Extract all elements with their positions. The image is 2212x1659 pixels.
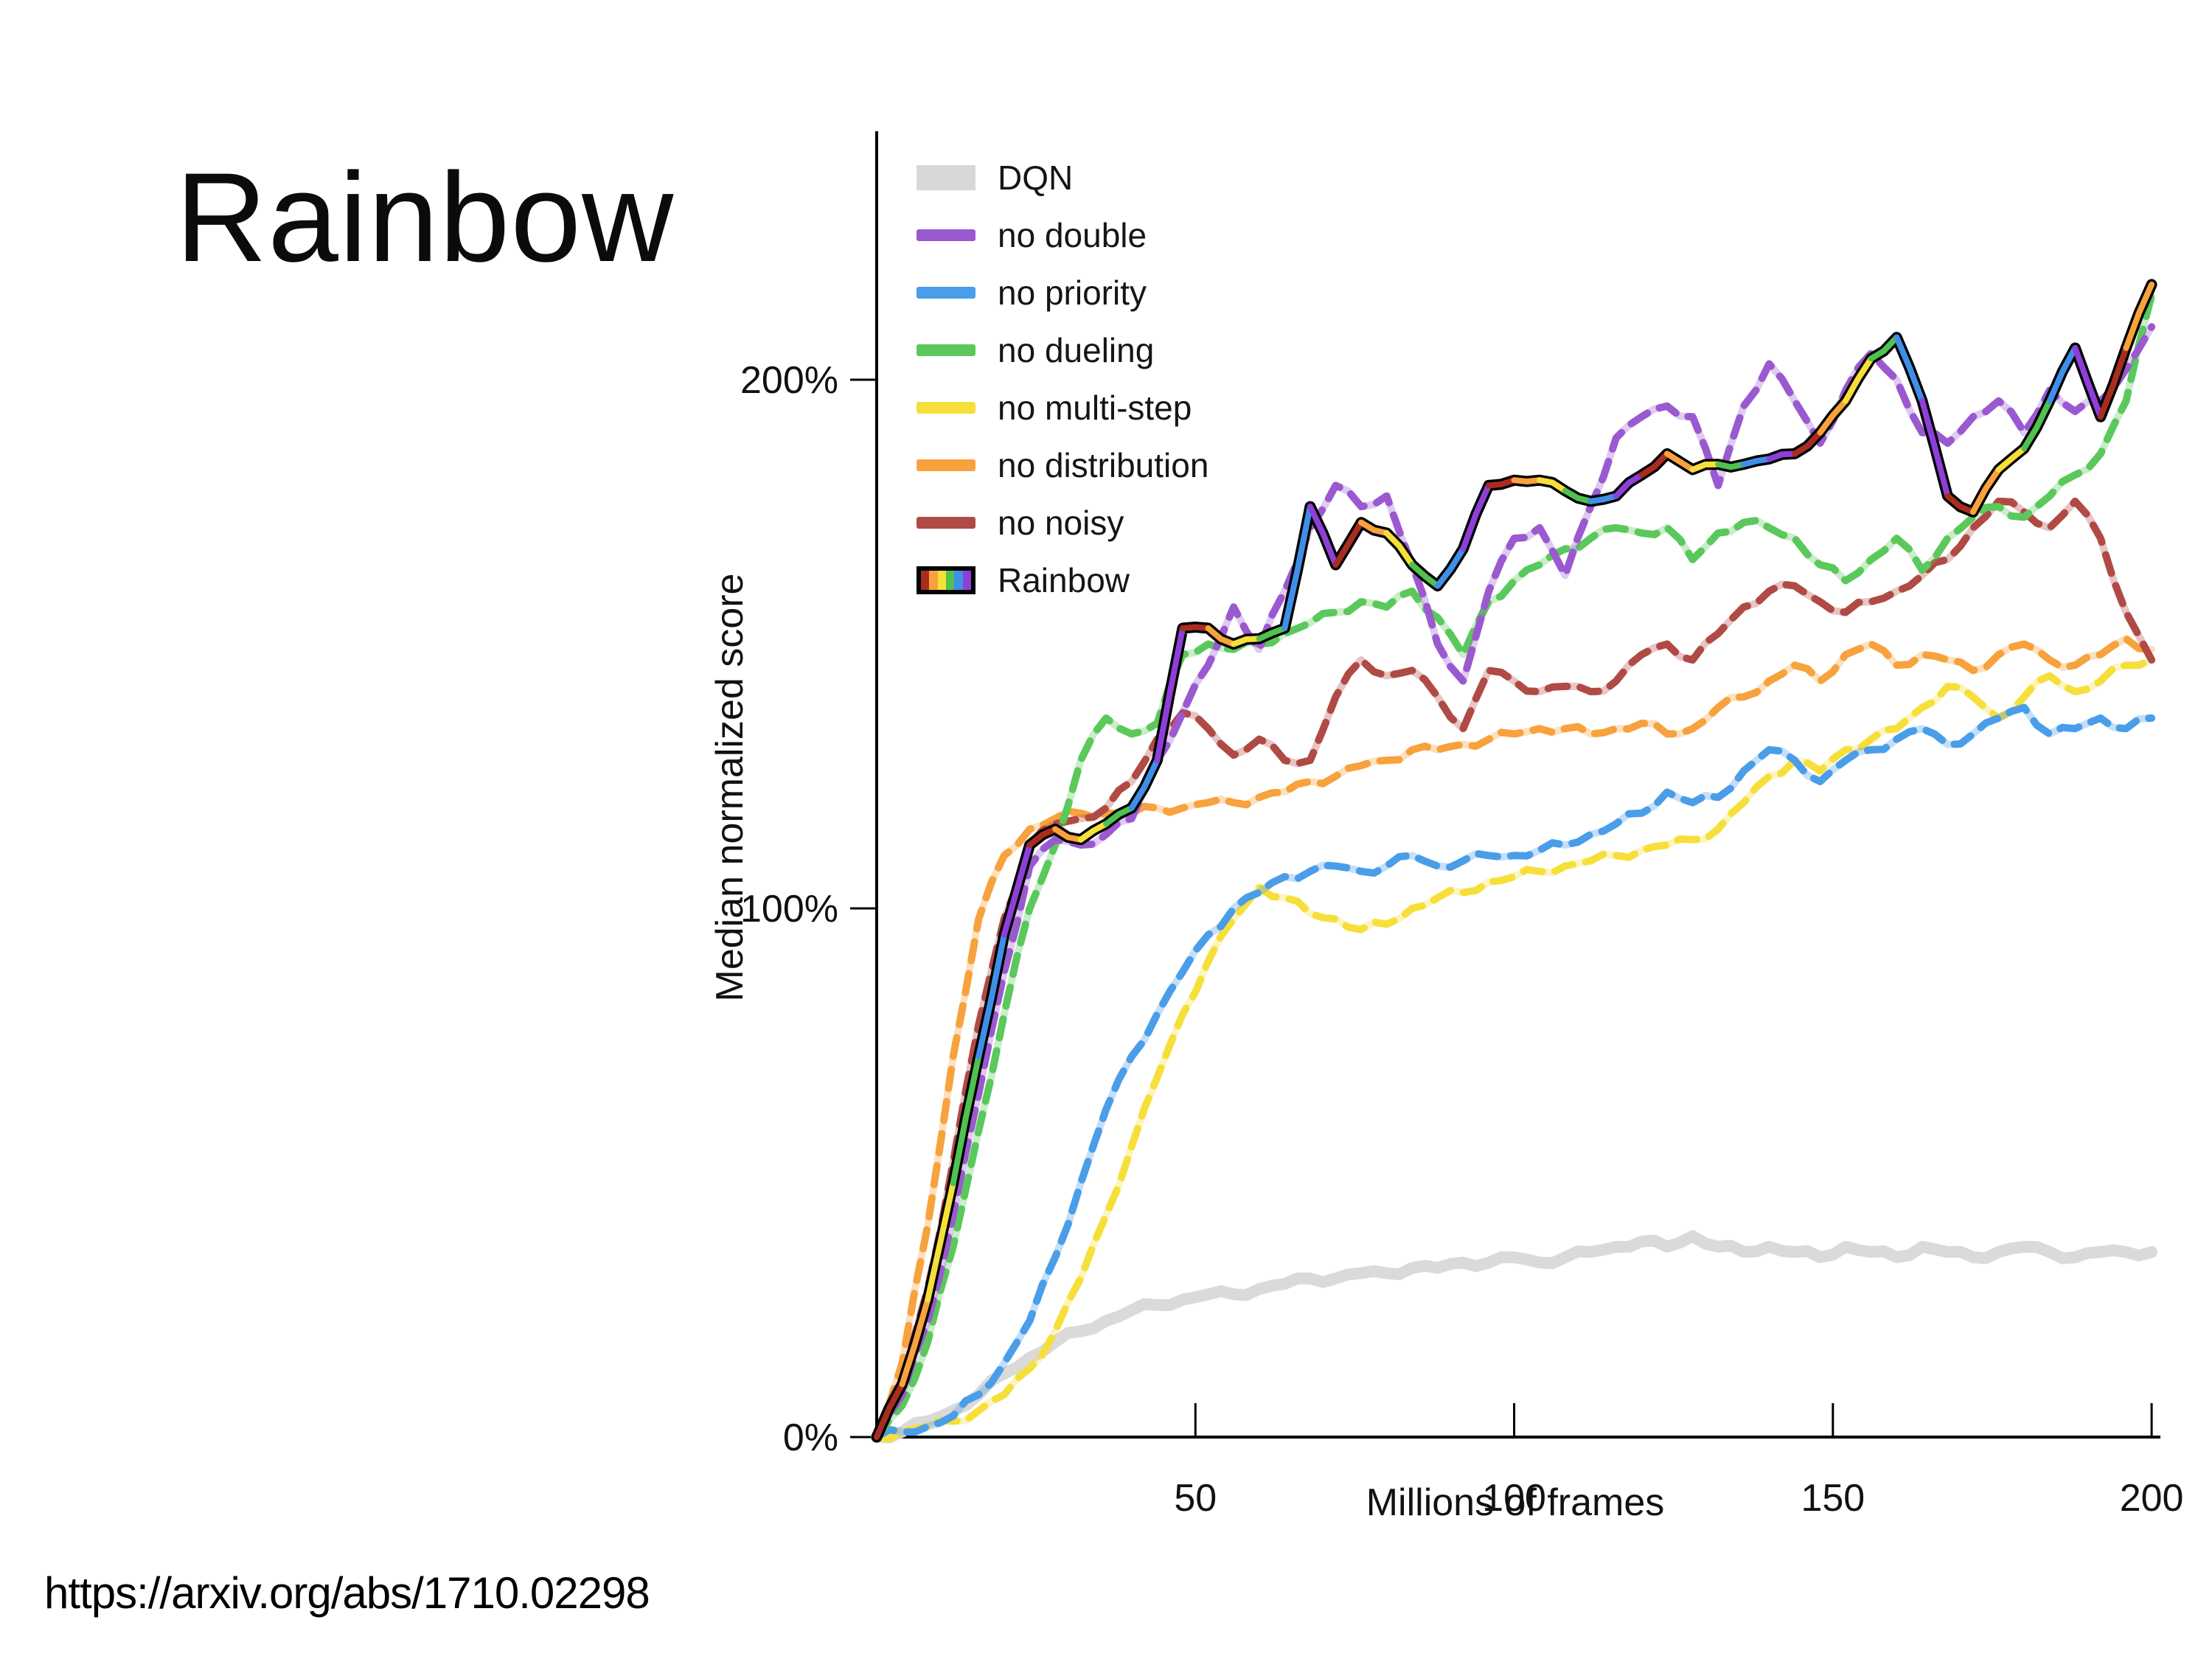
legend-item-rainbow: Rainbow [917,552,1208,609]
y-axis-label: Median normalized score [709,573,751,1002]
series-rainbow-segment [1128,757,1161,811]
legend-label: no dueling [998,331,1155,369]
y-tick-label: 0% [783,1416,838,1459]
series-rainbow-segment [1562,487,1594,504]
legend-item-no-distribution: no distribution [917,437,1208,494]
series-rainbow-segment [1843,355,1874,404]
series-rainbow-segment [1434,546,1467,589]
series-rainbow-segment [1766,451,1798,462]
series-rainbow-segment [1307,504,1339,568]
x-tick-label: 100 [1482,1477,1546,1520]
legend-item-no-double: no double [917,206,1208,264]
series-rainbow-segment [1919,397,1951,499]
series-no-multi-step-underlay [873,656,2156,1443]
legend-label: no priority [998,274,1147,312]
series-no-noisy [873,497,2156,1441]
legend-item-no-priority: no priority [917,264,1208,321]
slide-title: Rainbow [175,147,675,288]
series-rainbow-segment [975,931,1007,1060]
series-rainbow-segment [2072,345,2104,420]
legend-swatch-no-multi-step-icon [917,402,975,414]
series-rainbow-segment [1460,482,1492,552]
series-rainbow-segment [1715,461,1747,470]
series-rainbow-segment [1052,826,1084,843]
series-rainbow-segment [2021,397,2053,452]
series-rainbow-segment [1332,519,1365,568]
series-rainbow-segment [1613,472,1645,499]
series-no-multi-step [873,656,2156,1443]
series-rainbow-segment [1664,451,1696,473]
series-rainbow-segment [1205,625,1237,647]
series-rainbow-segment [1893,334,1925,404]
series-rainbow-segment [1740,456,1773,467]
series-rainbow-segment [1995,445,2028,473]
legend-swatch-no-dueling-icon [917,344,975,356]
legend-label: no multi-step [998,389,1192,427]
series-rainbow-segment [1409,562,1441,589]
legend-item-no-multi-step: no multi-step [917,379,1208,437]
series-no-distribution [873,635,2156,1441]
series-rainbow-segment [1944,493,1976,515]
series-no-priority [873,703,2156,1441]
series-rainbow-segment [1231,636,1262,647]
x-axis-label: Millions of frames [1366,1481,1665,1524]
series-no-double [873,323,2156,1441]
series-rainbow-segment [1486,477,1517,489]
series-rainbow-segment [1026,826,1059,848]
series-rainbow-segment [1638,451,1670,479]
series-rainbow-segment [1281,504,1313,631]
series-rainbow-segment [1817,397,1849,436]
legend-swatch-no-distribution-icon [917,459,975,471]
source-url: https://arxiv.org/abs/1710.02298 [44,1568,650,1618]
series-rainbow-segment [1103,804,1135,827]
series-rainbow-segment [1587,493,1619,504]
legend-item-no-noisy: no noisy [917,494,1208,552]
series-rainbow-segment [1256,625,1288,642]
legend-item-dqn: DQN [917,149,1208,206]
legend-swatch-no-double-icon [917,229,975,241]
chart-legend: DQN no double no priority no dueling no … [917,149,1208,609]
series-no-dueling [873,291,2156,1441]
legend-swatch-no-noisy-icon [917,517,975,529]
series-rainbow-segment [1689,461,1722,473]
series-rainbow-segment [1180,624,1211,631]
legend-swatch-dqn-icon [917,165,975,190]
series-dqn [871,1230,2158,1444]
y-tick-label: 100% [740,888,838,931]
legend-label: no noisy [998,504,1124,542]
x-tick-label: 150 [1801,1477,1865,1520]
series-rainbow-segment [1077,821,1110,843]
series-rainbow-segment [2097,345,2129,420]
series-rainbow-segment [2046,345,2079,404]
series-rainbow-segment [1868,334,1900,362]
legend-label: no double [998,216,1147,254]
series-rainbow-segment [925,1180,956,1303]
series-rainbow-segment [1970,466,2002,515]
series-rainbow-segment [874,1381,905,1440]
legend-item-no-dueling: no dueling [917,321,1208,379]
legend-label: DQN [998,159,1074,197]
x-tick-label: 200 [2120,1477,2184,1520]
legend-swatch-no-priority-icon [917,287,975,299]
series-rainbow-segment [899,1296,931,1388]
legend-label: no distribution [998,446,1209,484]
x-tick-label: 50 [1174,1477,1217,1520]
y-tick-label: 200% [740,359,838,402]
series-rainbow-segment [950,1053,982,1186]
series-rainbow-segment [1537,477,1568,494]
series-rainbow-segment [1001,842,1033,938]
series-rainbow-segment [1383,529,1416,568]
series-rainbow-segment [1358,519,1390,536]
series-rainbow-segment [1154,625,1186,764]
series-rainbow-segment [1511,477,1543,484]
series-rainbow-segment [1792,429,1823,457]
legend-label: Rainbow [998,561,1130,599]
series-no-distribution-underlay [873,635,2156,1441]
legend-swatch-rainbow-icon [917,566,975,594]
series-rainbow-segment [2123,281,2155,351]
